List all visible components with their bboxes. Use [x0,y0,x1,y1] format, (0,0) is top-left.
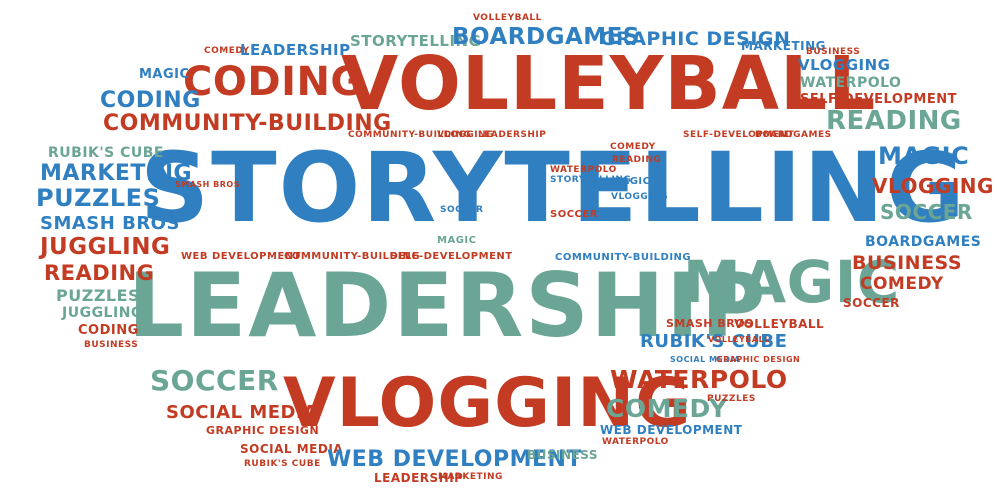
word-coding: CODING [183,59,364,105]
word-smash-bros-left: SMASH BROS [40,213,180,234]
word-waterpolo-inner: WATERPOLO [550,165,617,175]
word-leadership-bottom: LEADERSHIP [374,471,464,485]
word-magic-inner: MAGIC [437,235,477,246]
word-puzzles-left: PUZZLES [36,184,161,212]
word-vlogging-upper: VLOGGING [437,130,495,140]
word-leadership-large: LEADERSHIP [128,254,768,357]
word-vlogging-large: VLOGGING [283,364,692,443]
word-social-media: SOCIAL MEDIA [166,402,318,423]
word-leadership-upper: LEADERSHIP [478,130,547,140]
word-volleyball-large: VOLLEYBALL [341,41,877,127]
word-business-left-tiny: BUSINESS [84,340,139,350]
word-rubiks-cube-center: RUBIK'S CUBE [640,331,788,352]
word-reading-left: READING [44,261,155,285]
word-comedy-inner: COMEDY [610,142,656,152]
word-reading-inner: READING [612,155,662,165]
word-web-development-small: WEB DEVELOPMENT [600,423,743,437]
word-social-media-bottom: SOCIAL MEDIA [240,442,344,456]
word-volleyball-faint: VOLLEYBALL [708,335,770,344]
word-leadership-small: LEADERSHIP [240,41,351,59]
word-smash-bros-center: SMASH BROS [666,317,754,330]
word-volleyball-center: VOLLEYBALL [734,317,825,331]
word-social-media-faint: SOCIAL MEDIA [670,355,741,364]
word-vlogging-small: VLOGGING [798,56,891,74]
word-community-building: COMMUNITY-BUILDING [103,111,392,136]
word-business-bottom: BUSINESS [527,448,598,462]
word-marketing-bottom: MARKETING [438,472,503,482]
word-soccer-inner: SOCCER [440,205,484,215]
word-vlogging-inner: VLOGGING [611,192,669,202]
word-magic-small: MAGIC [139,67,190,82]
word-waterpolo-tiny: WATERPOLO [602,437,669,447]
word-soccer-bottom-left: SOCCER [150,364,279,397]
word-boardgames-upper: BOARDGAMES [755,130,832,140]
word-comedy-tiny: COMEDY [204,46,250,56]
word-graphic-design: GRAPHIC DESIGN [600,28,791,50]
word-magic-right: MAGIC [878,142,970,170]
word-community-building-upper: COMMUNITY-BUILDING [348,130,472,140]
word-puzzles-tiny: PUZZLES [707,394,756,404]
word-smash-bros-inner: SMASH BROS [175,180,240,189]
word-soccer-right-tiny: SOCCER [843,296,900,310]
word-self-development-upper: SELF-DEVELOPMENT [683,130,795,140]
word-storytelling-small: STORYTELLING [350,32,482,50]
word-coding-small: CODING [100,88,201,113]
word-community-building-tiny: COMMUNITY-BUILDING [284,251,421,262]
word-juggling-left-small: JUGGLING [62,305,143,321]
word-soccer-right: SOCCER [880,200,973,224]
word-boardgames: BOARDGAMES [452,24,640,50]
word-puzzles-left-small: PUZZLES [56,286,141,305]
word-comedy-bottom: COMEDY [606,394,728,423]
word-magic-inner-blue: MAGIC [611,176,651,187]
word-web-development: WEB DEVELOPMENT [327,447,582,472]
word-self-development: SELF-DEVELOPMENT [800,92,957,107]
word-community-building-mid: COMMUNITY-BUILDING [555,252,692,263]
word-graphic-design-faint: GRAPHIC DESIGN [716,355,801,364]
word-marketing-left: MARKETING [40,161,193,186]
word-magic-large: MAGIC [683,248,900,316]
word-rubiks-cube-bottom: RUBIK'S CUBE [244,459,321,469]
word-business-right: BUSINESS [852,252,963,274]
word-vlogging-right: VLOGGING [872,174,994,198]
word-waterpolo-small: WATERPOLO [800,75,902,91]
word-comedy-right: COMEDY [860,274,944,294]
word-storytelling-large: STORYTELLING [140,132,967,244]
word-soccer-inner-red: SOCCER [550,209,598,220]
word-juggling-left: JUGGLING [40,234,171,260]
word-business-tiny: BUSINESS [806,47,861,57]
word-marketing-small: MARKETING [741,39,827,53]
word-coding-left-small: CODING [78,323,139,338]
word-reading: READING [826,106,962,136]
word-waterpolo-medium: WATERPOLO [610,365,788,394]
word-self-development-tiny: SELF-DEVELOPMENT [390,251,513,262]
word-web-development-tiny: WEB DEVELOPMENT [181,251,301,262]
word-storytelling-inner: STORYTELLING [550,175,632,185]
word-graphic-design-bottom: GRAPHIC DESIGN [206,424,320,437]
word-volleyball-tiny: VOLLEYBALL [473,13,542,23]
word-boardgames-right: BOARDGAMES [865,234,982,250]
word-rubiks-cube-left: RUBIK'S CUBE [48,145,164,161]
